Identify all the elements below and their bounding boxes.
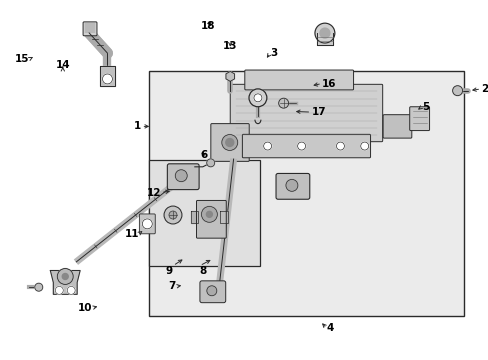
Circle shape xyxy=(175,170,187,182)
Circle shape xyxy=(164,206,182,224)
Circle shape xyxy=(142,219,152,229)
Circle shape xyxy=(248,89,266,107)
Polygon shape xyxy=(225,71,234,81)
FancyBboxPatch shape xyxy=(242,134,370,158)
FancyBboxPatch shape xyxy=(244,70,353,90)
FancyBboxPatch shape xyxy=(210,123,249,161)
Circle shape xyxy=(253,94,262,102)
FancyBboxPatch shape xyxy=(167,164,199,190)
Text: 11: 11 xyxy=(124,229,139,239)
Circle shape xyxy=(297,142,305,150)
FancyBboxPatch shape xyxy=(196,201,226,238)
FancyBboxPatch shape xyxy=(409,107,428,131)
Circle shape xyxy=(452,86,462,96)
Bar xyxy=(220,211,228,223)
Text: 9: 9 xyxy=(165,266,173,276)
Text: 8: 8 xyxy=(199,266,206,276)
FancyBboxPatch shape xyxy=(230,84,382,142)
Text: 6: 6 xyxy=(200,150,207,159)
Bar xyxy=(316,33,332,45)
Circle shape xyxy=(285,179,297,191)
Circle shape xyxy=(319,28,329,38)
Circle shape xyxy=(222,135,237,150)
Polygon shape xyxy=(50,270,80,294)
FancyBboxPatch shape xyxy=(200,281,225,303)
Circle shape xyxy=(67,287,75,294)
Circle shape xyxy=(35,283,42,291)
Text: 17: 17 xyxy=(311,107,325,117)
FancyBboxPatch shape xyxy=(382,115,411,138)
Text: 12: 12 xyxy=(146,188,161,198)
Circle shape xyxy=(169,211,177,219)
Text: 18: 18 xyxy=(201,21,215,31)
FancyBboxPatch shape xyxy=(275,174,309,199)
Text: 13: 13 xyxy=(223,41,237,51)
FancyBboxPatch shape xyxy=(83,22,97,36)
Circle shape xyxy=(206,211,212,217)
Circle shape xyxy=(57,269,73,284)
Circle shape xyxy=(314,23,334,43)
FancyBboxPatch shape xyxy=(139,214,155,234)
Circle shape xyxy=(102,74,112,84)
Bar xyxy=(148,71,463,316)
Text: 3: 3 xyxy=(269,48,277,58)
Bar xyxy=(190,211,198,223)
Circle shape xyxy=(206,159,214,167)
Circle shape xyxy=(360,142,368,150)
Text: 1: 1 xyxy=(134,121,141,131)
Text: 2: 2 xyxy=(480,84,488,94)
Circle shape xyxy=(278,98,288,108)
Text: 5: 5 xyxy=(421,102,428,112)
Text: 16: 16 xyxy=(321,78,336,89)
Circle shape xyxy=(225,139,233,147)
Text: 15: 15 xyxy=(14,54,29,64)
Text: 10: 10 xyxy=(77,303,92,313)
Circle shape xyxy=(62,274,68,279)
Circle shape xyxy=(55,287,63,294)
Text: 14: 14 xyxy=(56,60,70,70)
Polygon shape xyxy=(100,66,115,86)
Text: 7: 7 xyxy=(168,282,175,292)
Circle shape xyxy=(263,142,271,150)
Text: 4: 4 xyxy=(326,323,333,333)
Bar xyxy=(148,160,260,266)
Circle shape xyxy=(201,206,217,222)
Circle shape xyxy=(206,286,216,296)
Circle shape xyxy=(336,142,344,150)
